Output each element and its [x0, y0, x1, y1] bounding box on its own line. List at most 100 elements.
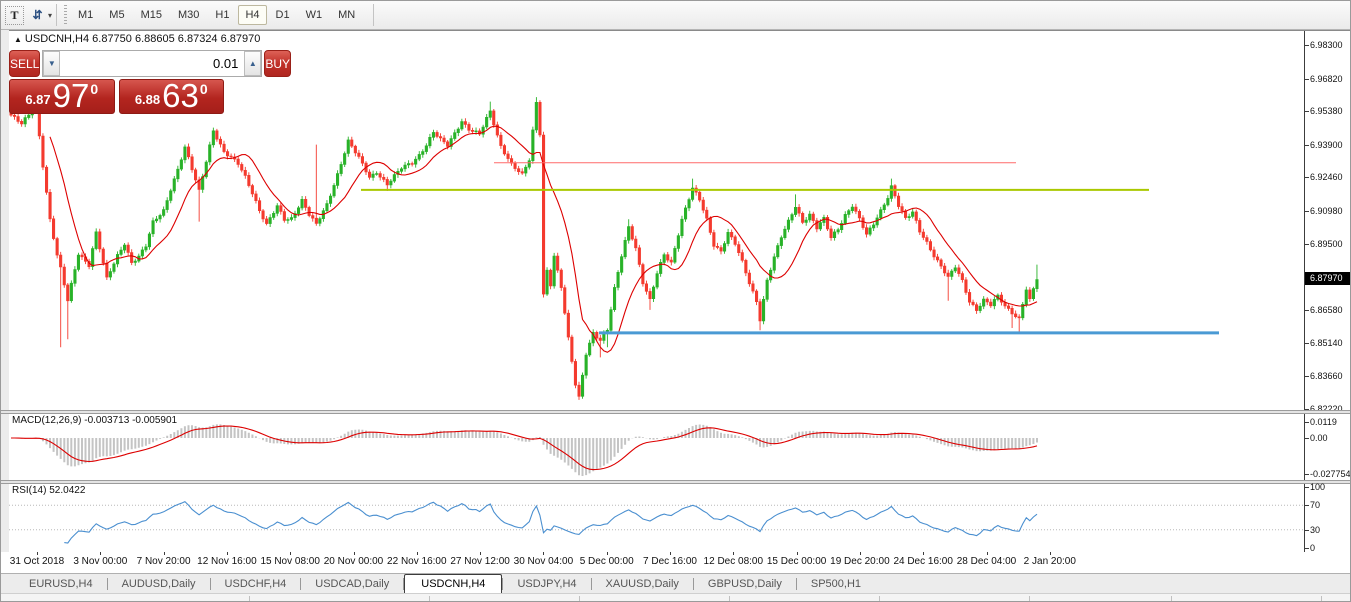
pane-splitter-macd[interactable] — [1, 410, 1350, 414]
price-tick-label: 6.89500 — [1310, 239, 1343, 250]
macd-label: MACD(12,26,9) -0.003713 -0.005901 — [12, 415, 178, 426]
tab-usdcad-daily[interactable]: USDCAD,Daily — [315, 578, 390, 590]
timeframe-button-m1[interactable]: M1 — [78, 9, 94, 21]
macd-pane: MACD(12,26,9) -0.003713 -0.005901 0.0119… — [9, 414, 1350, 480]
buy-price-point: 0 — [199, 81, 208, 97]
tab-separator — [106, 578, 108, 590]
buy-price-prefix: 6.88 — [134, 92, 161, 107]
time-tick-label: 27 Nov 12:00 — [450, 556, 510, 567]
macd-tick-label: 0.0119 — [1310, 417, 1337, 427]
pane-splitter-rsi[interactable] — [1, 480, 1350, 484]
volume-spinner: ▼ ▲ — [42, 50, 263, 77]
tab-eurusd-h4[interactable]: EURUSD,H4 — [29, 578, 93, 590]
rsi-tick-label: 100 — [1310, 482, 1326, 492]
price-tick-label: 6.92460 — [1310, 172, 1343, 183]
axis-tick — [1305, 177, 1309, 179]
rsi-plot[interactable]: RSI(14) 52.0422 — [9, 484, 1304, 552]
timeframe-group: M1 M5 M15 M30 H1 H4 D1 W1 MN — [70, 5, 363, 25]
timeframe-button-w1[interactable]: W1 — [305, 9, 323, 21]
time-tick — [480, 552, 482, 555]
arrange-charts-icon[interactable]: ⇵ — [32, 8, 43, 22]
time-tick — [416, 552, 418, 555]
time-tick-label: 5 Dec 00:00 — [579, 556, 634, 567]
chart-title: ▲ USDCNH,H4 6.87750 6.88605 6.87324 6.879… — [14, 33, 261, 45]
price-plot[interactable]: ▲ USDCNH,H4 6.87750 6.88605 6.87324 6.879… — [9, 31, 1304, 410]
price-tick-label: 6.86580 — [1310, 305, 1343, 316]
time-tick — [796, 552, 798, 555]
macd-tick-label: -0.027754 — [1310, 469, 1351, 479]
volume-input[interactable] — [60, 51, 245, 76]
time-tick — [859, 552, 861, 555]
sell-price-box[interactable]: 6.87 97 0 — [9, 79, 115, 114]
axis-tick — [1305, 45, 1309, 46]
price-tick-label: 6.98300 — [1310, 40, 1343, 50]
price-tick-label: 6.90980 — [1310, 205, 1343, 216]
time-tick-label: 12 Dec 08:00 — [703, 556, 764, 567]
price-tick-label: 6.82220 — [1310, 404, 1343, 414]
timeframe-button-m30[interactable]: M30 — [177, 9, 200, 21]
tab-separator — [590, 578, 592, 590]
toolbar-grip-handle[interactable] — [64, 5, 68, 25]
arrange-dropdown-caret[interactable]: ▾ — [48, 10, 53, 20]
time-tick — [606, 552, 608, 555]
time-tick — [923, 552, 925, 555]
tab-xauusd-daily[interactable]: XAUUSD,Daily — [605, 578, 679, 590]
timeframe-button-h1[interactable]: H1 — [215, 9, 230, 21]
axis-tick — [1305, 244, 1309, 246]
tab-separator — [403, 578, 405, 590]
time-tick — [670, 552, 671, 555]
time-tick — [986, 552, 988, 555]
tab-gbpusd-daily[interactable]: GBPUSD,Daily — [707, 578, 782, 590]
buy-price-box[interactable]: 6.88 63 0 — [118, 79, 224, 114]
chart-tabbar: EURUSD,H4 AUDUSD,Daily USDCHF,H4 USDCAD,Dai… — [1, 573, 1350, 594]
volume-increase-icon[interactable]: ▲ — [244, 51, 262, 76]
time-tick — [543, 552, 545, 555]
price-tick-label: 6.93900 — [1310, 139, 1343, 150]
sell-price-prefix: 6.87 — [25, 92, 51, 107]
axis-tick — [1305, 78, 1309, 80]
tab-separator — [209, 578, 211, 590]
macd-axis: 0.0119 0.00 -0.027754 — [1304, 414, 1350, 480]
price-tick-label: 6.85140 — [1310, 337, 1343, 348]
current-price-badge: 6.87970 — [1305, 272, 1350, 286]
collapse-triangle-icon[interactable]: ▲ — [14, 35, 22, 44]
timeframe-button-d1[interactable]: D1 — [275, 9, 290, 21]
price-tick-label: 6.83660 — [1310, 371, 1343, 382]
volume-decrease-icon[interactable]: ▼ — [43, 51, 61, 76]
status-strip — [1, 593, 1350, 601]
time-tick — [100, 552, 102, 555]
toolbar-separator-right — [373, 4, 375, 26]
price-tick-label: 6.96820 — [1310, 73, 1343, 84]
rsi-tick-label: 30 — [1310, 524, 1321, 535]
tab-audusd-daily[interactable]: AUDUSD,Daily — [121, 578, 196, 590]
axis-tick — [1305, 376, 1309, 378]
timeframe-button-m5[interactable]: M5 — [109, 9, 125, 21]
tab-separator — [502, 578, 504, 590]
timeframe-button-mn[interactable]: MN — [338, 9, 356, 21]
tab-usdjpy-h4[interactable]: USDJPY,H4 — [517, 578, 577, 590]
timeframe-button-h4[interactable]: H4 — [238, 5, 267, 25]
time-axis[interactable]: 31 Oct 2018 3 Nov 00:00 7 Nov 20:00 12 Nov … — [1, 552, 1350, 573]
macd-plot[interactable]: MACD(12,26,9) -0.003713 -0.005901 — [9, 414, 1304, 480]
tab-sp500-h1[interactable]: SP500,H1 — [810, 578, 862, 590]
text-label-tool-icon[interactable]: T — [5, 5, 24, 25]
sell-price-point: 0 — [90, 81, 99, 97]
main-chart-pane: ▲ USDCNH,H4 6.87750 6.88605 6.87324 6.879… — [9, 30, 1350, 414]
toolbar: T ⇵ ▾ M1 M5 M15 M30 H1 H4 D1 W1 MN — [1, 1, 1350, 30]
rsi-tick-label: 70 — [1310, 500, 1321, 511]
time-tick-label: 30 Nov 04:00 — [513, 556, 574, 567]
buy-button[interactable]: BUY — [264, 50, 292, 77]
time-tick-label: 7 Dec 16:00 — [643, 556, 697, 567]
sell-button[interactable]: SELL — [9, 50, 41, 77]
time-tick-label: 7 Nov 20:00 — [136, 556, 191, 567]
rsi-tick-label: 0 — [1310, 543, 1316, 553]
price-axis[interactable]: 6.87970 6.98300 6.96820 6.95380 6.93900 6.92… — [1304, 31, 1350, 414]
time-tick — [226, 552, 228, 555]
tab-usdcnh-h4[interactable]: USDCNH,H4 — [404, 574, 503, 594]
axis-tick — [1305, 342, 1309, 344]
timeframe-button-m15[interactable]: M15 — [140, 9, 162, 21]
time-tick-label: 22 Nov 16:00 — [387, 556, 447, 567]
tab-usdchf-h4[interactable]: USDCHF,H4 — [224, 578, 287, 590]
price-tick-label: 6.95380 — [1310, 106, 1343, 117]
